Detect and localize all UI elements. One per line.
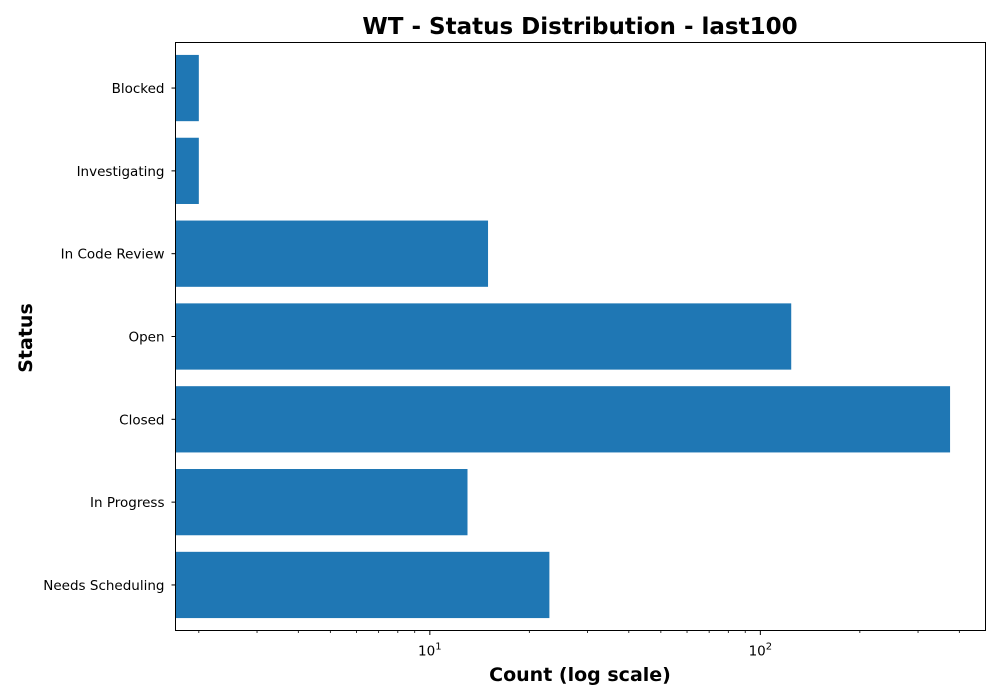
bar-investigating xyxy=(175,137,199,204)
y-tick-label-open: Open xyxy=(128,330,164,346)
y-axis-label: Status xyxy=(15,303,37,373)
x-tick-label: 102 xyxy=(749,642,773,660)
bar-in-code-review xyxy=(175,220,489,287)
x-axis-ticks: 101 102 xyxy=(198,630,960,660)
y-axis-ticks: Needs Scheduling In Progress Closed Open In … xyxy=(43,81,176,594)
bar-open xyxy=(175,303,792,370)
bar-needs-scheduling xyxy=(175,551,550,619)
y-tick-label-investigating: Investigating xyxy=(77,164,165,180)
y-tick-label-in-code-review: In Code Review xyxy=(61,247,165,263)
chart-title: WT - Status Distribution - last100 xyxy=(362,14,797,40)
bar-closed xyxy=(175,386,951,453)
bars-group xyxy=(175,54,951,619)
y-tick-label-in-progress: In Progress xyxy=(90,495,164,511)
x-axis-label: Count (log scale) xyxy=(489,664,671,686)
plot-frame xyxy=(175,42,986,631)
x-tick-label: 101 xyxy=(418,642,442,660)
bar-in-progress xyxy=(175,469,468,536)
y-tick-label-needs-scheduling: Needs Scheduling xyxy=(43,578,164,594)
y-tick-label-blocked: Blocked xyxy=(112,81,165,97)
y-tick-label-closed: Closed xyxy=(119,412,164,428)
bar-blocked xyxy=(175,54,199,122)
